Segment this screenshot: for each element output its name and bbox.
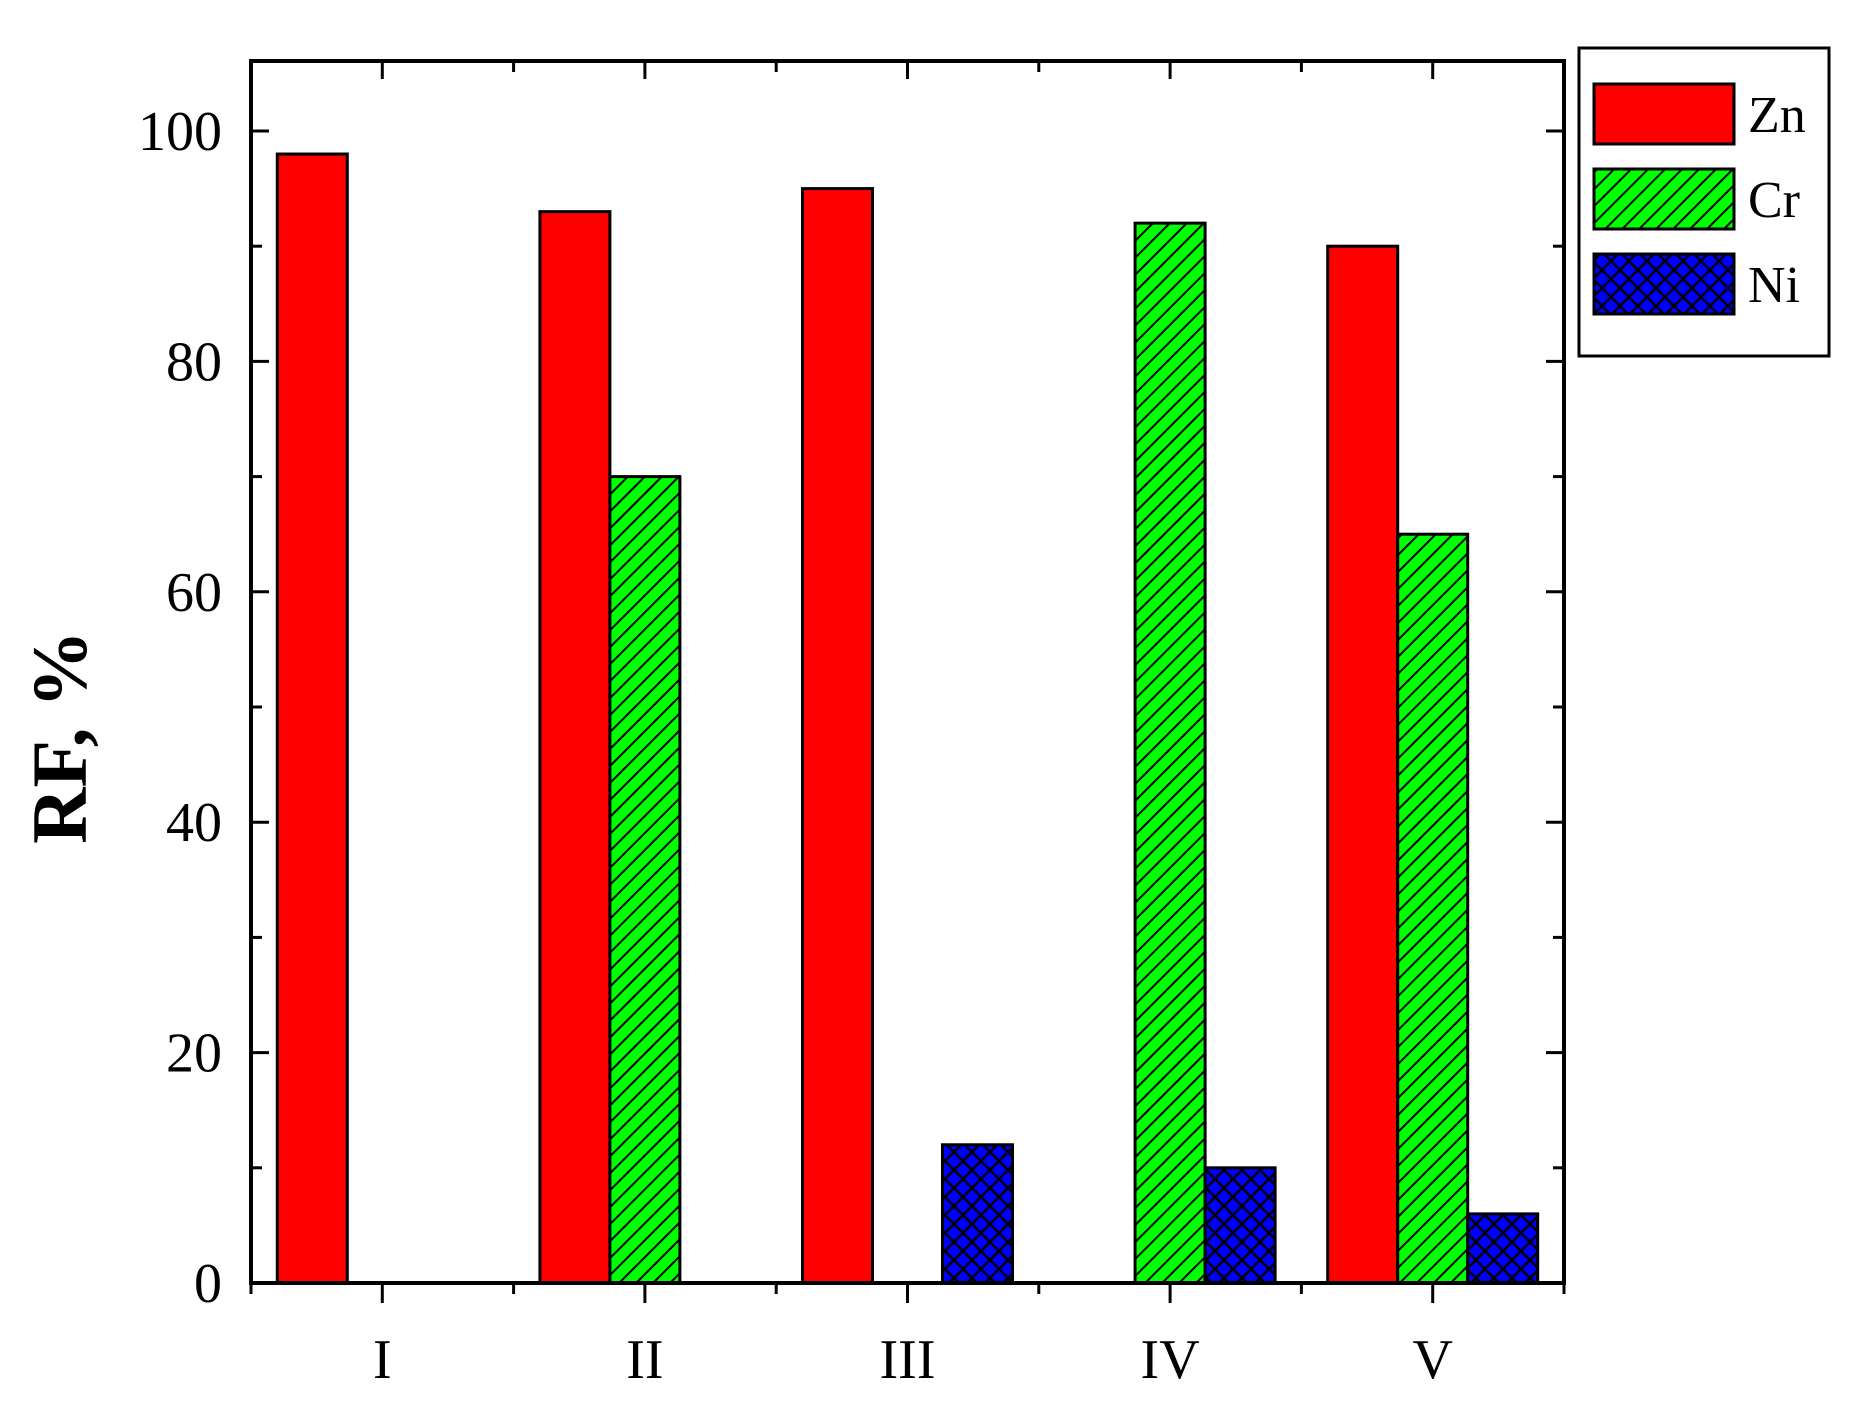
bar-ni-iii — [941, 1143, 1014, 1285]
legend-swatch-ni — [1592, 252, 1736, 316]
bar-zn-v — [1326, 244, 1400, 1285]
bar-cr-v — [1396, 532, 1470, 1285]
y-tick-label: 80 — [166, 331, 222, 393]
legend: Zn Cr Ni — [1577, 46, 1831, 358]
y-tick-label: 20 — [166, 1023, 222, 1085]
y-tick-label: 60 — [166, 562, 222, 624]
legend-swatch-zn — [1592, 82, 1736, 146]
bar-ni-iv — [1203, 1166, 1277, 1285]
y-tick-label: 0 — [194, 1253, 222, 1315]
y-axis-title: RF, % — [16, 630, 103, 844]
bars-group — [275, 152, 1540, 1285]
bar-ni-v — [1466, 1212, 1540, 1285]
legend-label-cr: Cr — [1748, 172, 1800, 229]
bar-cr-iv — [1133, 221, 1207, 1285]
bar-zn-i — [275, 152, 349, 1285]
legend-label-zn: Zn — [1748, 87, 1806, 144]
x-tick-label: V — [1412, 1329, 1452, 1391]
x-tick-label: III — [880, 1329, 936, 1391]
legend-swatch-cr — [1592, 167, 1736, 231]
y-tick-label: 40 — [166, 792, 222, 854]
bar-zn-iii — [801, 187, 874, 1285]
x-tick-label: II — [626, 1329, 663, 1391]
y-tick-label: 100 — [138, 101, 222, 163]
x-tick-label: IV — [1141, 1329, 1200, 1391]
axis-ticks — [249, 61, 1566, 1303]
bar-zn-ii — [538, 210, 612, 1285]
x-tick-label: I — [373, 1329, 392, 1391]
legend-label-ni: Ni — [1748, 257, 1800, 314]
bar-cr-ii — [608, 475, 682, 1285]
